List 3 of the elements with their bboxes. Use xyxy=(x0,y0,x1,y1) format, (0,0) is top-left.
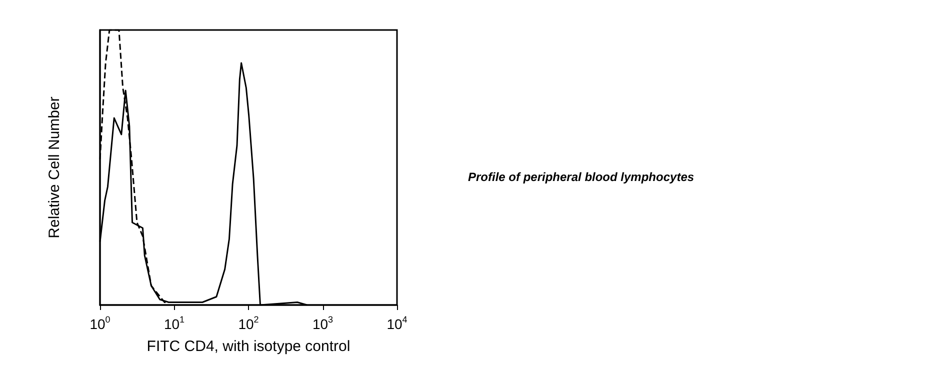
y-axis-title: Relative Cell Number xyxy=(46,96,63,238)
x-axis-title: FITC CD4, with isotype control xyxy=(146,338,350,355)
text: Profile of peripheral blood lymphocytes xyxy=(468,170,694,184)
